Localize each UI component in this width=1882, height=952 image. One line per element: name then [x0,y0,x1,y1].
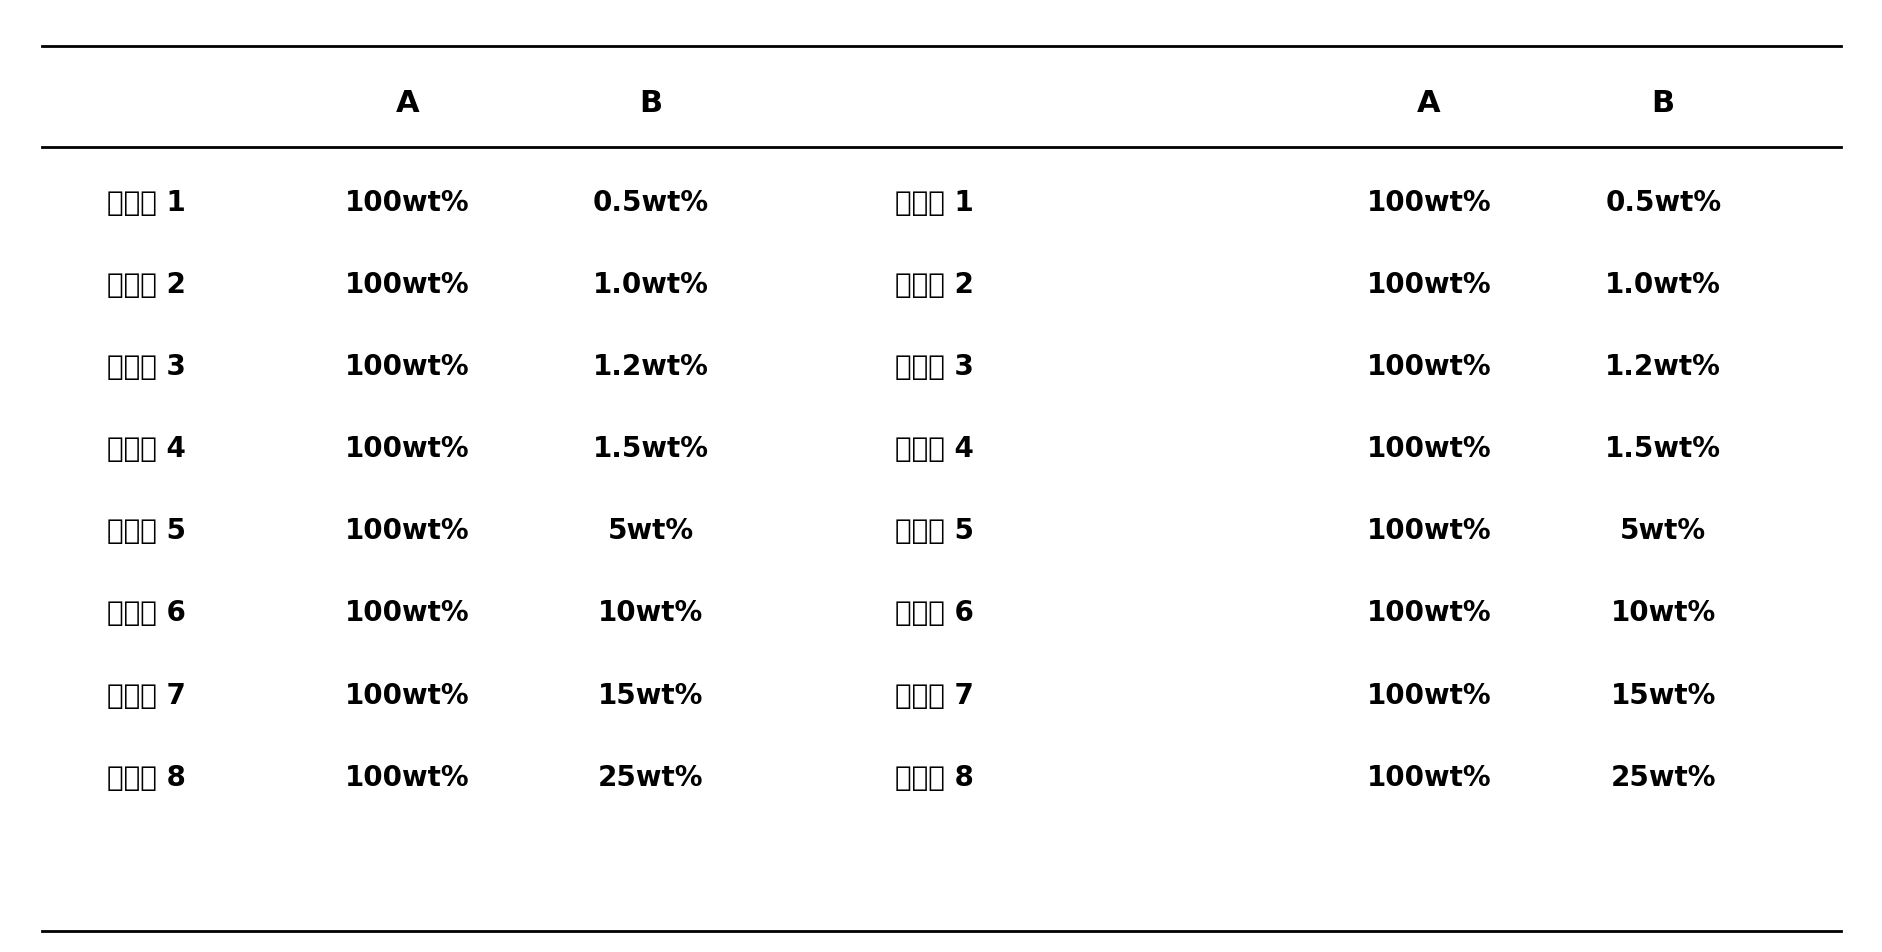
Text: 1.5wt%: 1.5wt% [593,435,708,463]
Text: B: B [1651,89,1673,118]
Text: 100wt%: 100wt% [344,764,469,791]
Text: 100wt%: 100wt% [1366,599,1491,626]
Text: A: A [1417,89,1440,118]
Text: 1.2wt%: 1.2wt% [1605,352,1720,381]
Text: 实施例 3: 实施例 3 [107,352,186,381]
Text: 100wt%: 100wt% [1366,764,1491,791]
Text: 比较例 3: 比较例 3 [894,352,973,381]
Text: 比较例 8: 比较例 8 [894,764,973,791]
Text: 0.5wt%: 0.5wt% [593,188,710,216]
Text: 实施例 6: 实施例 6 [107,599,186,626]
Text: 100wt%: 100wt% [344,270,469,298]
Text: 5wt%: 5wt% [1619,517,1705,545]
Text: 100wt%: 100wt% [1366,352,1491,381]
Text: 实施例 8: 实施例 8 [107,764,186,791]
Text: 比较例 5: 比较例 5 [894,517,973,545]
Text: 0.5wt%: 0.5wt% [1603,188,1720,216]
Text: 实施例 1: 实施例 1 [107,188,186,216]
Text: 25wt%: 25wt% [1609,764,1715,791]
Text: 15wt%: 15wt% [1609,681,1715,709]
Text: 比较例 2: 比较例 2 [894,270,973,298]
Text: 100wt%: 100wt% [344,352,469,381]
Text: 实施例 5: 实施例 5 [107,517,186,545]
Text: 10wt%: 10wt% [1609,599,1715,626]
Text: 1.0wt%: 1.0wt% [593,270,708,298]
Text: A: A [395,89,420,118]
Text: 100wt%: 100wt% [344,435,469,463]
Text: 比较例 6: 比较例 6 [894,599,973,626]
Text: 100wt%: 100wt% [344,517,469,545]
Text: 比较例 7: 比较例 7 [894,681,973,709]
Text: 100wt%: 100wt% [1366,681,1491,709]
Text: B: B [640,89,662,118]
Text: 1.5wt%: 1.5wt% [1603,435,1720,463]
Text: 比较例 1: 比较例 1 [894,188,973,216]
Text: 15wt%: 15wt% [598,681,704,709]
Text: 100wt%: 100wt% [1366,517,1491,545]
Text: 100wt%: 100wt% [344,681,469,709]
Text: 100wt%: 100wt% [344,599,469,626]
Text: 25wt%: 25wt% [598,764,704,791]
Text: 1.0wt%: 1.0wt% [1605,270,1720,298]
Text: 100wt%: 100wt% [1366,435,1491,463]
Text: 比较例 4: 比较例 4 [894,435,973,463]
Text: 实施例 7: 实施例 7 [107,681,186,709]
Text: 实施例 2: 实施例 2 [107,270,186,298]
Text: 100wt%: 100wt% [344,188,469,216]
Text: 5wt%: 5wt% [608,517,694,545]
Text: 100wt%: 100wt% [1366,270,1491,298]
Text: 100wt%: 100wt% [1366,188,1491,216]
Text: 10wt%: 10wt% [598,599,704,626]
Text: 1.2wt%: 1.2wt% [593,352,708,381]
Text: 实施例 4: 实施例 4 [107,435,186,463]
